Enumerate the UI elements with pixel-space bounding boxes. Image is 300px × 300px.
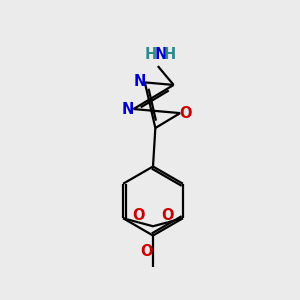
Text: N: N [133, 74, 145, 89]
Text: O: O [141, 244, 153, 259]
Text: N: N [122, 102, 134, 117]
Text: O: O [179, 106, 192, 121]
Bar [163, 212, 172, 220]
Text: N: N [154, 47, 167, 62]
Bar [134, 212, 143, 220]
Bar [182, 109, 191, 117]
Bar [142, 247, 150, 255]
Bar [157, 50, 163, 59]
Bar [166, 50, 173, 59]
Bar [123, 105, 131, 113]
Text: H: H [145, 47, 157, 62]
Bar [134, 78, 142, 86]
Text: H: H [164, 47, 176, 62]
Text: O: O [132, 208, 145, 223]
Bar [147, 50, 154, 59]
Text: O: O [161, 208, 174, 223]
